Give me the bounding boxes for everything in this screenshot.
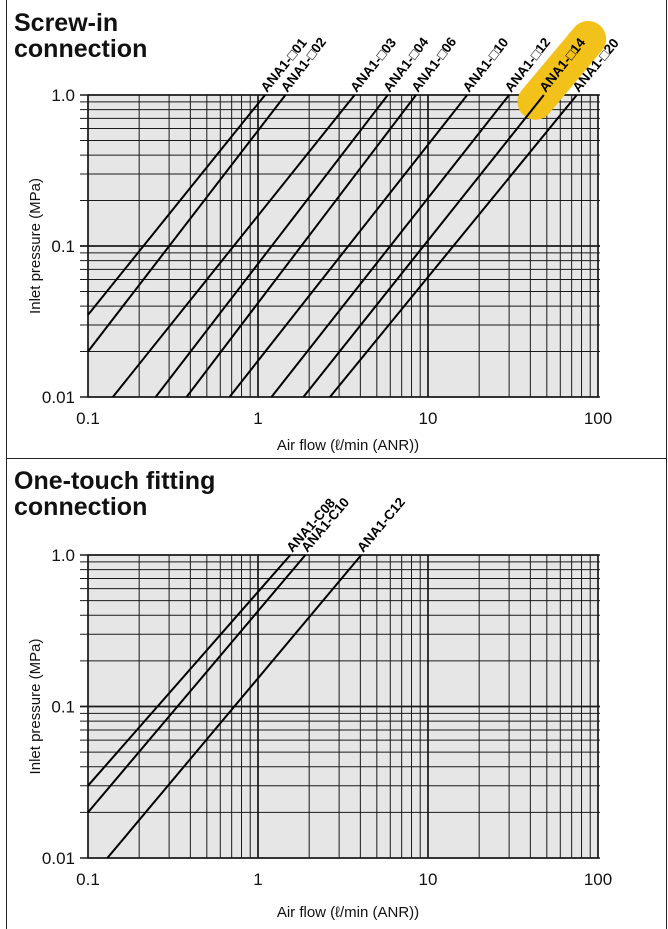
chart-1-title: Screw-in connection: [14, 10, 147, 62]
chart2-y-axis-label: Inlet pressure (MPa): [27, 639, 44, 775]
chart1-series-line-2: [87, 94, 287, 353]
chart2-series-line-1: [87, 554, 292, 787]
chart1-series-line-1: [87, 94, 266, 316]
chart2-plot-frame: [87, 554, 599, 859]
chart2-x-tick-label: 0.1: [76, 870, 100, 889]
chart2-series-line-3: [106, 554, 363, 859]
chart1-y-tick-label: 0.01: [42, 388, 75, 407]
chart2-y-tick-label: 1.0: [51, 546, 75, 565]
chart1-series-line-4: [154, 94, 389, 398]
chart1-x-tick-label: 10: [419, 409, 438, 428]
chart1-plot-frame: [87, 94, 599, 398]
chart2-series-label-3: ANA1-C12: [354, 495, 408, 555]
chart2-x-tick-label: 100: [584, 870, 612, 889]
chart1-y-tick-label: 1.0: [51, 86, 75, 105]
chart1-label-highlight: [517, 20, 607, 120]
chart2-y-tick-label: 0.01: [42, 849, 75, 868]
chart-1-title-line-1: Screw-in: [14, 9, 119, 37]
chart1-y-tick-label: 0.1: [51, 237, 75, 256]
chart-2-title: One-touch fitting connection: [14, 468, 215, 520]
chart1-series-line-8: [302, 94, 545, 398]
chart1-x-axis-label: Air flow (ℓ/min (ANR)): [277, 437, 419, 454]
chart1-series-line-6: [228, 94, 468, 398]
page-border-right: [666, 0, 667, 929]
chart1-x-tick-label: 100: [584, 409, 612, 428]
chart-1-title-line-2: connection: [14, 35, 148, 63]
chart-2-title-line-1: One-touch fitting: [14, 467, 216, 495]
chart1-series-line-3: [112, 94, 356, 398]
page-border-left: [6, 0, 7, 929]
section-divider: [6, 458, 667, 459]
chart2-x-tick-label: 10: [419, 870, 438, 889]
chart-2-title-line-2: connection: [14, 493, 148, 521]
chart2-y-tick-label: 0.1: [51, 698, 75, 717]
chart1-y-axis-label: Inlet pressure (MPa): [27, 178, 44, 314]
chart2-x-tick-label: 1: [253, 870, 262, 889]
chart1-x-tick-label: 1: [253, 409, 262, 428]
chart1-x-tick-label: 0.1: [76, 409, 100, 428]
chart1-series-line-7: [270, 94, 510, 398]
chart2-series-line-2: [87, 554, 307, 814]
chart2-x-axis-label: Air flow (ℓ/min (ANR)): [277, 904, 419, 921]
chart1-series-line-5: [185, 94, 417, 398]
chart1-series-line-9: [329, 94, 578, 398]
